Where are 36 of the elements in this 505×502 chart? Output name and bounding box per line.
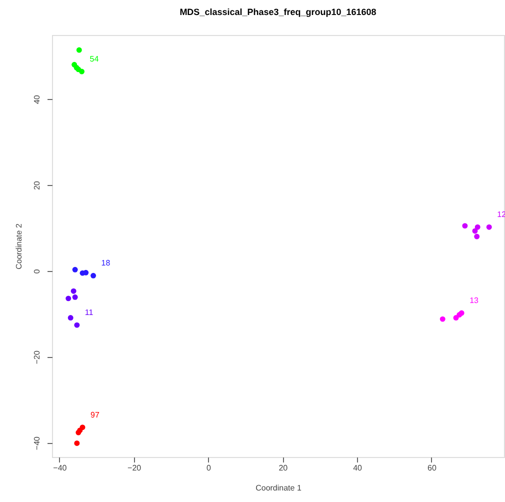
point: [72, 294, 78, 300]
point: [90, 272, 96, 278]
x-tick-label: 40: [353, 464, 363, 472]
x-axis-title: Coordinate 1: [256, 484, 302, 492]
y-tick-label: −20: [32, 350, 42, 364]
series-label: 97: [90, 410, 100, 420]
point: [66, 296, 72, 302]
point: [74, 440, 80, 446]
y-tick-label: 0: [32, 268, 42, 274]
point: [68, 315, 74, 320]
point: [440, 316, 446, 322]
x-tick-label: 0: [206, 464, 212, 472]
series-label: 18: [101, 258, 111, 268]
x-tick-label: −20: [128, 464, 142, 472]
y-axis-title: Coordinate 2: [14, 223, 24, 270]
series-label: 11: [84, 308, 94, 318]
point: [76, 47, 82, 53]
x-tick-label: −40: [53, 464, 68, 472]
x-tick-label: 20: [278, 464, 288, 472]
y-tick-label: −40: [32, 436, 42, 450]
series-label: 54: [90, 54, 100, 64]
point: [486, 224, 492, 230]
y-tick-label: 40: [32, 94, 42, 104]
point: [472, 228, 478, 234]
point: [72, 266, 78, 272]
series-label: 13: [470, 296, 480, 306]
point: [70, 288, 76, 294]
point: [474, 234, 480, 240]
point: [474, 224, 480, 230]
y-tick-label: 20: [32, 180, 42, 190]
chart-title: MDS_classical_Phase3_freq_group10_161608: [180, 7, 376, 17]
point: [462, 223, 468, 229]
point: [79, 68, 84, 74]
point: [74, 322, 80, 328]
x-tick-label: 60: [428, 464, 437, 472]
point: [83, 270, 89, 276]
